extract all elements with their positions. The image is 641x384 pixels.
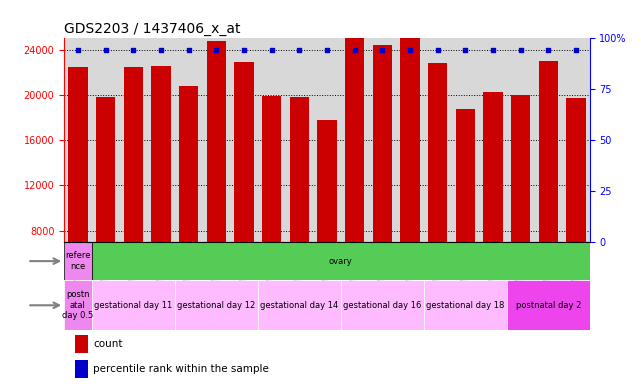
Bar: [483, 91, 503, 242]
Bar: [456, 109, 475, 242]
Point: [101, 46, 111, 53]
Bar: [400, 29, 420, 242]
Text: percentile rank within the sample: percentile rank within the sample: [93, 364, 269, 374]
Text: refere
nce: refere nce: [65, 252, 90, 271]
Text: postnatal day 2: postnatal day 2: [515, 301, 581, 310]
Bar: [96, 97, 115, 242]
Bar: [124, 67, 143, 242]
Point: [377, 46, 387, 53]
Point: [322, 46, 332, 53]
Bar: [341, 280, 424, 330]
Bar: [74, 360, 88, 378]
Point: [349, 46, 360, 53]
Bar: [175, 280, 258, 330]
Bar: [68, 67, 88, 242]
Bar: [206, 41, 226, 242]
Text: ovary: ovary: [329, 257, 353, 266]
Bar: [290, 97, 309, 242]
Bar: [74, 335, 88, 353]
Bar: [151, 66, 171, 242]
Point: [404, 46, 415, 53]
Point: [515, 46, 526, 53]
Text: gestational day 11: gestational day 11: [94, 301, 172, 310]
Text: gestational day 16: gestational day 16: [343, 301, 421, 310]
Bar: [538, 61, 558, 242]
Point: [543, 46, 553, 53]
Text: count: count: [93, 339, 122, 349]
Bar: [258, 280, 341, 330]
Point: [488, 46, 498, 53]
Point: [294, 46, 304, 53]
Bar: [428, 63, 447, 242]
Bar: [64, 242, 92, 280]
Point: [570, 46, 581, 53]
Point: [460, 46, 470, 53]
Point: [239, 46, 249, 53]
Bar: [92, 280, 175, 330]
Bar: [507, 280, 590, 330]
Text: gestational day 12: gestational day 12: [177, 301, 255, 310]
Bar: [234, 62, 254, 242]
Text: postn
atal
day 0.5: postn atal day 0.5: [62, 290, 94, 320]
Bar: [372, 45, 392, 242]
Text: GDS2203 / 1437406_x_at: GDS2203 / 1437406_x_at: [64, 22, 240, 36]
Bar: [566, 98, 586, 242]
Text: gestational day 18: gestational day 18: [426, 301, 504, 310]
Bar: [317, 120, 337, 242]
Point: [267, 46, 277, 53]
Point: [433, 46, 443, 53]
Point: [211, 46, 221, 53]
Point: [128, 46, 138, 53]
Bar: [345, 8, 364, 242]
Bar: [179, 86, 198, 242]
Point: [73, 46, 83, 53]
Bar: [262, 96, 281, 242]
Bar: [424, 280, 507, 330]
Text: gestational day 14: gestational day 14: [260, 301, 338, 310]
Point: [156, 46, 166, 53]
Bar: [64, 280, 92, 330]
Bar: [511, 95, 530, 242]
Point: [183, 46, 194, 53]
